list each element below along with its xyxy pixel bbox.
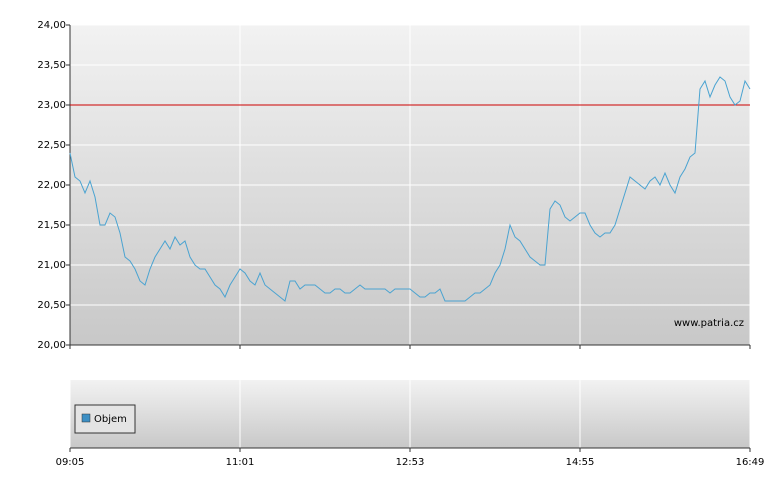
y-tick-label: 23,00 <box>37 100 66 111</box>
source-label: www.patria.cz <box>674 318 744 329</box>
y-tick-label: 20,50 <box>37 300 66 311</box>
legend-label: Objem <box>94 414 127 425</box>
y-tick-label: 24,00 <box>37 20 66 31</box>
price-line <box>69 76 751 302</box>
y-tick-label: 22,50 <box>37 140 66 151</box>
legend-swatch <box>81 413 91 423</box>
y-tick-label: 22,00 <box>37 180 66 191</box>
x-tick-label: 14:55 <box>566 457 595 468</box>
y-tick-label: 23,50 <box>37 60 66 71</box>
x-tick-label: 12:53 <box>396 457 425 468</box>
y-tick-label: 21,00 <box>37 260 66 271</box>
x-tick-label: 16:49 <box>736 457 765 468</box>
x-tick-label: 09:05 <box>56 457 85 468</box>
y-tick-label: 20,00 <box>37 340 66 351</box>
x-tick-label: 11:01 <box>226 457 255 468</box>
y-tick-label: 21,50 <box>37 220 66 231</box>
